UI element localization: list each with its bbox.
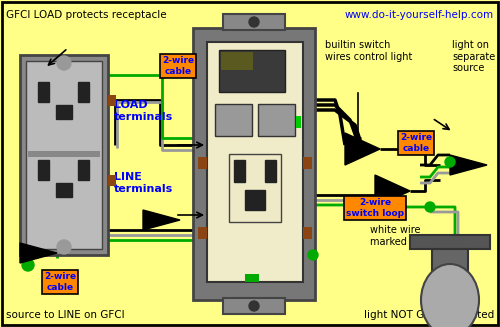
- Text: LOAD
terminals: LOAD terminals: [114, 100, 174, 122]
- Polygon shape: [375, 175, 410, 207]
- Circle shape: [249, 17, 259, 27]
- Bar: [207, 42, 303, 282]
- Text: TEST  RESET: TEST RESET: [212, 141, 266, 150]
- Bar: [78, 82, 89, 102]
- Bar: [56, 183, 72, 197]
- Bar: [56, 105, 72, 119]
- Bar: [38, 160, 49, 180]
- Circle shape: [57, 56, 71, 70]
- Bar: [198, 227, 207, 239]
- Bar: [229, 154, 281, 222]
- Text: white wire
marked hot: white wire marked hot: [370, 225, 426, 247]
- Bar: [432, 249, 468, 274]
- Text: www.do-it-yourself-help.com: www.do-it-yourself-help.com: [345, 10, 494, 20]
- Bar: [215, 104, 252, 136]
- Text: GFCI LOAD protects receptacle: GFCI LOAD protects receptacle: [6, 10, 166, 20]
- Circle shape: [45, 230, 55, 240]
- Bar: [20, 55, 108, 255]
- Bar: [38, 82, 49, 102]
- Ellipse shape: [421, 264, 479, 327]
- Bar: [223, 14, 285, 30]
- Text: source to LINE on GFCI: source to LINE on GFCI: [6, 310, 124, 320]
- Text: light NOT GFCI protected: light NOT GFCI protected: [364, 310, 494, 320]
- Text: LINE
terminals: LINE terminals: [114, 172, 174, 194]
- Text: 2-wire
cable: 2-wire cable: [44, 272, 76, 292]
- Polygon shape: [345, 133, 380, 165]
- Bar: [219, 50, 285, 92]
- Polygon shape: [450, 155, 487, 175]
- Bar: [303, 227, 312, 239]
- Text: builtin switch
wires control light: builtin switch wires control light: [325, 40, 412, 61]
- Bar: [234, 160, 245, 182]
- Polygon shape: [20, 243, 57, 263]
- Polygon shape: [143, 210, 180, 230]
- Circle shape: [445, 157, 455, 167]
- Bar: [258, 104, 295, 136]
- Bar: [198, 157, 207, 169]
- Bar: [223, 298, 285, 314]
- Bar: [108, 175, 116, 186]
- Bar: [221, 52, 253, 70]
- Circle shape: [22, 259, 34, 271]
- Text: light on
separate
source: light on separate source: [452, 40, 495, 73]
- Bar: [245, 190, 265, 210]
- Bar: [296, 116, 301, 128]
- Circle shape: [57, 240, 71, 254]
- Bar: [28, 151, 100, 157]
- Bar: [108, 95, 116, 106]
- Bar: [193, 28, 315, 300]
- Circle shape: [249, 301, 259, 311]
- Text: 2-wire
switch loop: 2-wire switch loop: [346, 198, 404, 218]
- Circle shape: [425, 202, 435, 212]
- Circle shape: [308, 250, 318, 260]
- Bar: [410, 235, 490, 249]
- Bar: [245, 274, 259, 282]
- Bar: [26, 61, 102, 249]
- Text: 2-wire
cable: 2-wire cable: [162, 56, 194, 76]
- Bar: [265, 160, 276, 182]
- Bar: [303, 157, 312, 169]
- Bar: [78, 160, 89, 180]
- Text: 2-wire
cable: 2-wire cable: [400, 133, 432, 153]
